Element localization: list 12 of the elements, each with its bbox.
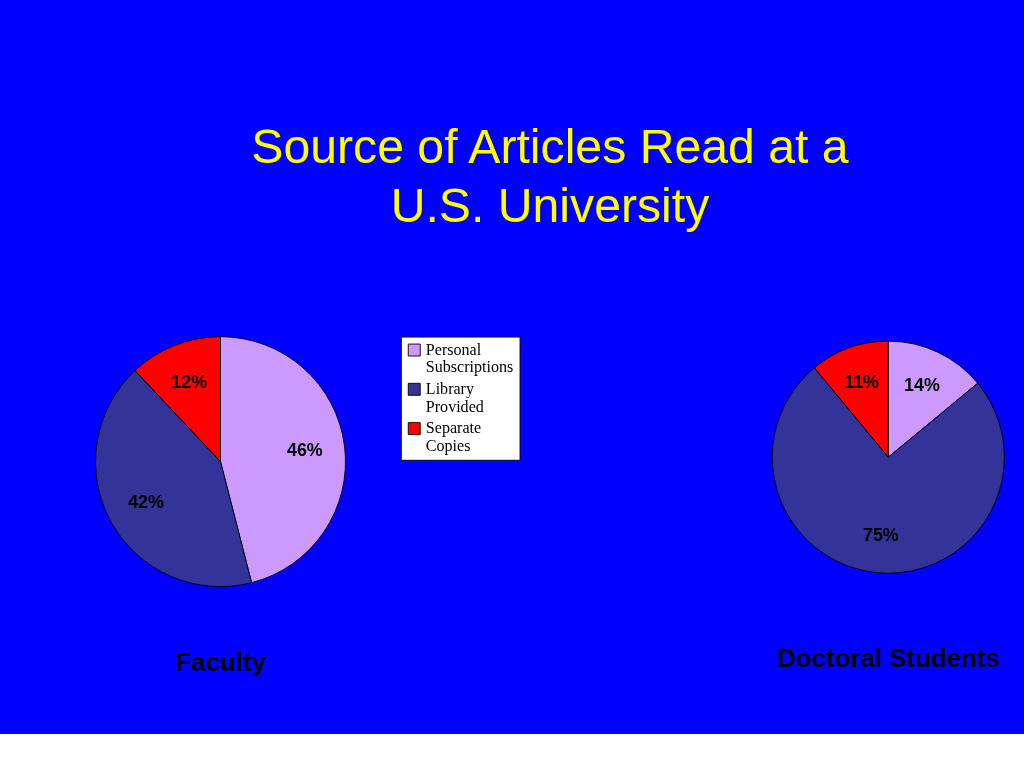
data-label: 12% [171,371,208,392]
legend-label: Separate Copies [425,419,482,455]
chart-title: Source of Articles Read at a U.S. University [251,118,849,233]
data-label: 14% [904,375,940,396]
text: Faculty [175,648,267,677]
legend-label: Personal Subscriptions [425,340,514,377]
legend-label: Library Provided [425,379,484,415]
data-label: 46% [286,440,323,461]
text: Doctoral Students [776,643,1000,672]
data-label: 11% [844,372,880,393]
data-label: 42% [128,491,165,512]
data-label: 75% [863,525,899,546]
